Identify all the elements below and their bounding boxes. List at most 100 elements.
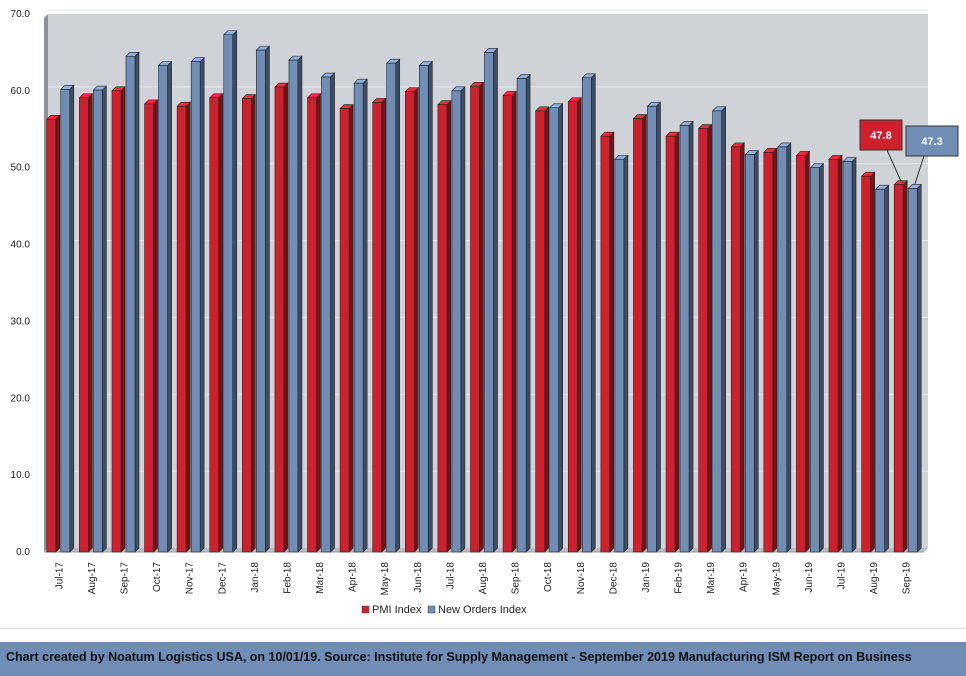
bar-front <box>502 95 513 553</box>
bar-side <box>739 142 745 553</box>
bar-side <box>348 103 354 553</box>
bar <box>92 85 108 553</box>
callout-leader <box>914 155 925 185</box>
x-tick-label: Nov-17 <box>185 562 196 595</box>
x-tick-label: Oct-17 <box>152 562 163 592</box>
bar <box>795 150 811 553</box>
x-tick-label: Dec-18 <box>608 562 619 595</box>
x-tick-label: Aug-17 <box>87 562 98 595</box>
bar-front <box>256 49 266 553</box>
x-tick-label: Sep-19 <box>902 562 913 595</box>
bar <box>744 149 759 553</box>
bar-front <box>633 118 643 553</box>
footer-divider <box>0 628 966 629</box>
bar-side <box>525 73 531 553</box>
x-tick-label: Jul-17 <box>54 562 65 590</box>
bar <box>600 131 615 553</box>
bar <box>907 183 922 553</box>
bar-front <box>907 188 918 553</box>
bar <box>665 131 680 553</box>
y-tick-label: 50.0 <box>11 163 31 174</box>
bar-side <box>251 93 256 553</box>
bar-side <box>688 120 694 553</box>
bar <box>157 60 173 553</box>
x-tick-label: Feb-19 <box>674 562 685 594</box>
bar <box>209 93 224 553</box>
bar-side <box>297 55 303 553</box>
bar-front <box>549 107 559 553</box>
bar-side <box>819 162 824 553</box>
bar <box>516 73 531 553</box>
bar-side <box>199 56 205 553</box>
bar-front <box>79 97 89 553</box>
bar <box>893 179 908 553</box>
bar-front <box>470 85 480 553</box>
x-tick-label: Jan-18 <box>250 562 261 593</box>
bar-front <box>144 103 154 553</box>
bar-front <box>893 184 904 553</box>
x-tick-label: Sep-17 <box>119 562 130 595</box>
bar-side <box>120 86 126 553</box>
bar-front <box>190 61 201 553</box>
bar-front <box>828 158 839 553</box>
bar-front <box>875 188 885 553</box>
bar-side <box>576 96 582 553</box>
bar-front <box>451 90 462 553</box>
bar-front <box>842 161 853 553</box>
y-tick-label: 10.0 <box>11 470 31 481</box>
bar-front <box>405 91 415 553</box>
bar-side <box>558 103 563 553</box>
bar-side <box>772 147 778 553</box>
bar <box>451 86 466 553</box>
bar-side <box>185 101 191 553</box>
bar-side <box>479 81 484 553</box>
bar-side <box>674 131 680 553</box>
bar-front <box>386 62 397 553</box>
y-tick-label: 60.0 <box>11 86 31 97</box>
bar-side <box>153 99 158 553</box>
bar <box>143 99 159 553</box>
bar <box>306 93 322 553</box>
bar-front <box>679 125 690 553</box>
bar-front <box>614 158 625 553</box>
bar <box>828 154 843 553</box>
bar <box>763 147 778 553</box>
bar-side <box>265 45 270 553</box>
bar-side <box>414 86 419 553</box>
bar-front <box>353 82 364 553</box>
x-tick-label: Oct-18 <box>543 562 554 592</box>
bar-side <box>721 106 726 553</box>
bar-front <box>647 105 657 553</box>
bar-side <box>316 93 321 553</box>
bar-front <box>763 152 774 553</box>
legend-swatch <box>427 605 436 614</box>
bar <box>46 114 61 553</box>
bar-side <box>590 73 596 553</box>
bar <box>483 47 499 553</box>
bar-side <box>851 156 857 553</box>
bar-front <box>60 89 71 553</box>
bar-side <box>884 184 889 553</box>
callout-label: 47.8 <box>870 130 891 142</box>
legend-swatch <box>361 605 370 614</box>
bar <box>223 30 238 553</box>
bar-side <box>609 131 615 553</box>
bar-side <box>88 93 93 553</box>
x-tick-label: Sep-18 <box>511 562 522 595</box>
x-tick-label: Mar-18 <box>315 562 326 594</box>
bar <box>502 90 517 553</box>
bar-side <box>493 47 498 553</box>
callout-box <box>859 119 903 151</box>
chart: 0.0 10.0 20.0 30.0 40.0 50.0 60.0 70.0 Jul-17 Aug… <box>11 9 959 616</box>
callout-leader <box>886 149 902 181</box>
source-footer: Chart created by Noatum Logistics USA, o… <box>0 642 966 676</box>
bar-front <box>274 86 285 553</box>
bar <box>697 123 713 553</box>
bar <box>711 106 727 553</box>
bar-side <box>786 142 792 553</box>
bar <box>241 93 257 553</box>
bar <box>190 56 205 553</box>
bar-front <box>158 65 168 553</box>
bar <box>548 103 564 553</box>
bar-front <box>535 110 545 553</box>
